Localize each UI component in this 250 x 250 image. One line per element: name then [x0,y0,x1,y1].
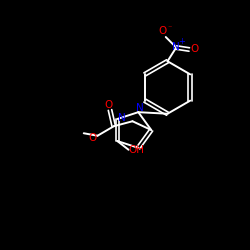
Text: OH: OH [128,145,144,155]
Text: ⁻: ⁻ [167,23,172,32]
Text: N: N [172,42,180,52]
Text: O: O [191,44,199,54]
Text: N: N [118,113,126,123]
Text: +: + [178,38,185,46]
Text: O: O [104,100,113,110]
Text: O: O [159,26,167,36]
Text: O: O [88,133,96,143]
Text: N: N [136,104,144,114]
